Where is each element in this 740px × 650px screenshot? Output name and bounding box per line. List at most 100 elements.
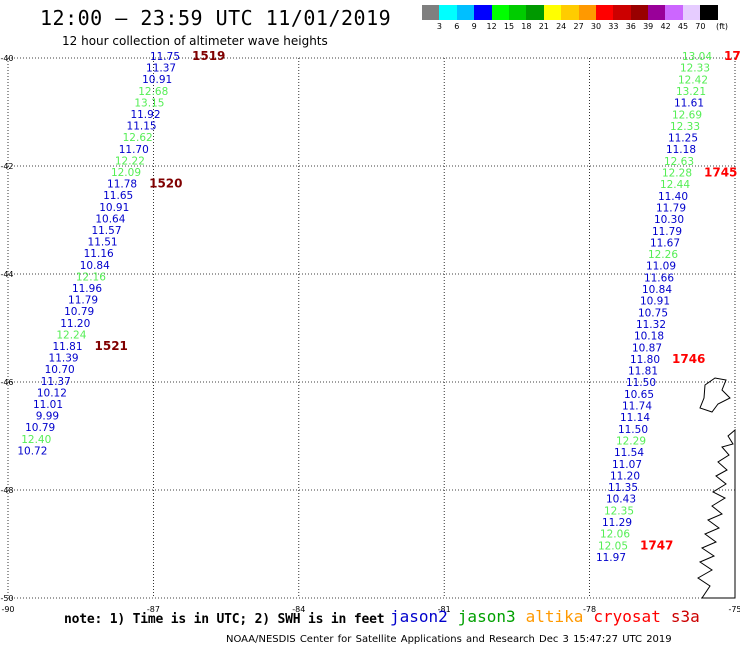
- color-scale-label: 18: [521, 22, 532, 31]
- footnote: note: 1) Time is in UTC; 2) SWH is in fe…: [64, 612, 385, 627]
- west-track-height-label: 11.51: [88, 237, 118, 249]
- west-track-height-label: 10.91: [99, 202, 129, 214]
- east-track-height-label: 11.54: [614, 447, 644, 459]
- color-swatch: [682, 5, 701, 20]
- lon-tick-label: -81: [438, 605, 451, 614]
- color-scale-bar: [422, 5, 718, 20]
- east-track-height-label: 10.75: [638, 307, 668, 319]
- west-track-height-label: 10.12: [37, 387, 67, 399]
- lat-tick-label: -42: [0, 162, 13, 171]
- east-track-height-label: 12.28: [662, 168, 692, 180]
- west-track-height-label: 11.96: [72, 283, 102, 295]
- east-track-height-label: 10.84: [642, 284, 672, 296]
- west-track-height-label: 11.16: [84, 248, 114, 260]
- color-swatch: [665, 5, 683, 20]
- satellite-legend: jason2 jason3 altika cryosat s3a: [390, 607, 710, 626]
- east-track-height-label: 10.18: [634, 331, 664, 343]
- color-swatch: [613, 5, 631, 20]
- legend-item-cryosat: cryosat: [593, 607, 661, 626]
- west-track-height-label: 11.37: [146, 63, 176, 75]
- legend-item-jason3: jason3: [457, 607, 516, 626]
- east-track-height-label: 11.97: [596, 552, 626, 564]
- east-track-height-label: 12.35: [604, 505, 634, 517]
- west-track-time-label: 1519: [192, 49, 225, 63]
- east-track-height-label: 10.87: [632, 342, 662, 354]
- west-track-height-label: 10.64: [95, 213, 125, 225]
- coastline: [697, 428, 736, 599]
- legend-item-jason2: jason2: [390, 607, 448, 626]
- color-swatch: [595, 5, 614, 20]
- lat-tick-label: -48: [0, 486, 13, 495]
- east-track-height-label: 11.74: [622, 401, 652, 413]
- west-track-height-label: 11.75: [150, 51, 180, 63]
- east-track-height-label: 10.43: [606, 494, 636, 506]
- color-swatch: [578, 5, 596, 20]
- east-track-height-label: 11.40: [658, 191, 688, 203]
- lon-tick-label: -90: [1, 605, 14, 614]
- color-scale-label: 70: [695, 22, 706, 31]
- west-track-height-label: 10.79: [25, 422, 55, 434]
- color-swatch: [700, 5, 718, 20]
- west-track-height-label: 12.24: [56, 329, 86, 341]
- color-scale-label: 30: [590, 22, 602, 31]
- east-track-height-label: 10.30: [654, 214, 684, 226]
- east-track-height-label: 10.91: [640, 296, 670, 308]
- east-track-height-label: 11.81: [628, 366, 658, 378]
- east-track-time-label: 1745: [704, 166, 737, 180]
- east-track-height-label: 12.33: [670, 121, 700, 133]
- color-scale-label: 39: [643, 22, 654, 31]
- west-track-height-label: 11.78: [107, 179, 137, 191]
- color-swatch: [456, 5, 475, 20]
- east-track-time-label: 1747: [640, 538, 673, 552]
- east-track-height-label: 13.21: [676, 86, 706, 98]
- east-track-height-label: 12.63: [664, 156, 694, 168]
- color-scale-label: 33: [608, 22, 619, 31]
- east-track-height-label: 12.33: [680, 63, 710, 75]
- east-track-height-label: 11.32: [636, 319, 666, 331]
- east-track-height-label: 11.18: [666, 144, 696, 156]
- color-swatch: [543, 5, 562, 20]
- color-scale-label: 21: [538, 22, 549, 31]
- east-track-height-label: 11.50: [618, 424, 648, 436]
- east-track-height-label: 12.44: [660, 179, 690, 191]
- east-track-height-label: 12.06: [600, 529, 630, 541]
- color-swatch: [561, 5, 579, 20]
- lat-tick-label: -44: [0, 270, 13, 279]
- color-swatch: [508, 5, 527, 20]
- east-track-height-label: 13.04: [682, 51, 712, 63]
- color-swatch: [526, 5, 544, 20]
- west-track-time-label: 1520: [149, 177, 182, 191]
- lon-tick-label: -87: [147, 605, 160, 614]
- west-track-height-label: 10.79: [64, 306, 94, 318]
- west-track-height-label: 11.81: [52, 341, 82, 353]
- east-track-height-label: 12.42: [678, 74, 708, 86]
- color-scale-label: 15: [503, 22, 515, 31]
- west-track-height-label: 11.20: [60, 318, 90, 330]
- west-track-height-label: 12.09: [111, 167, 141, 179]
- legend-item-altika: altika: [525, 607, 584, 626]
- color-swatch: [648, 5, 666, 20]
- east-track-height-label: 12.29: [616, 435, 646, 447]
- color-scale-label: 6: [454, 22, 460, 31]
- east-track-height-label: 11.67: [650, 237, 680, 249]
- west-track-height-label: 11.65: [103, 190, 133, 202]
- west-track-height-label: 10.84: [80, 260, 110, 272]
- color-swatch: [439, 5, 457, 20]
- legend-item-s3a: s3a: [670, 607, 700, 626]
- west-track-time-label: 1521: [95, 339, 128, 353]
- color-swatch: [422, 5, 440, 20]
- west-track-height-label: 11.37: [41, 376, 71, 388]
- color-scale-label: 24: [556, 22, 567, 31]
- color-swatch: [630, 5, 649, 20]
- west-track-height-label: 11.70: [119, 144, 149, 156]
- color-scale-label: 9: [471, 22, 477, 31]
- east-track-height-label: 10.65: [624, 389, 654, 401]
- west-track-height-label: 10.72: [17, 445, 47, 457]
- west-track-height-label: 12.40: [21, 434, 51, 446]
- east-track-height-label: 11.20: [610, 470, 640, 482]
- page-title: 12:00 – 23:59 UTC 11/01/2019: [40, 6, 392, 30]
- west-track-height-label: 11.15: [127, 121, 157, 133]
- west-track-height-label: 11.79: [68, 295, 98, 307]
- lat-tick-label: -46: [0, 378, 13, 387]
